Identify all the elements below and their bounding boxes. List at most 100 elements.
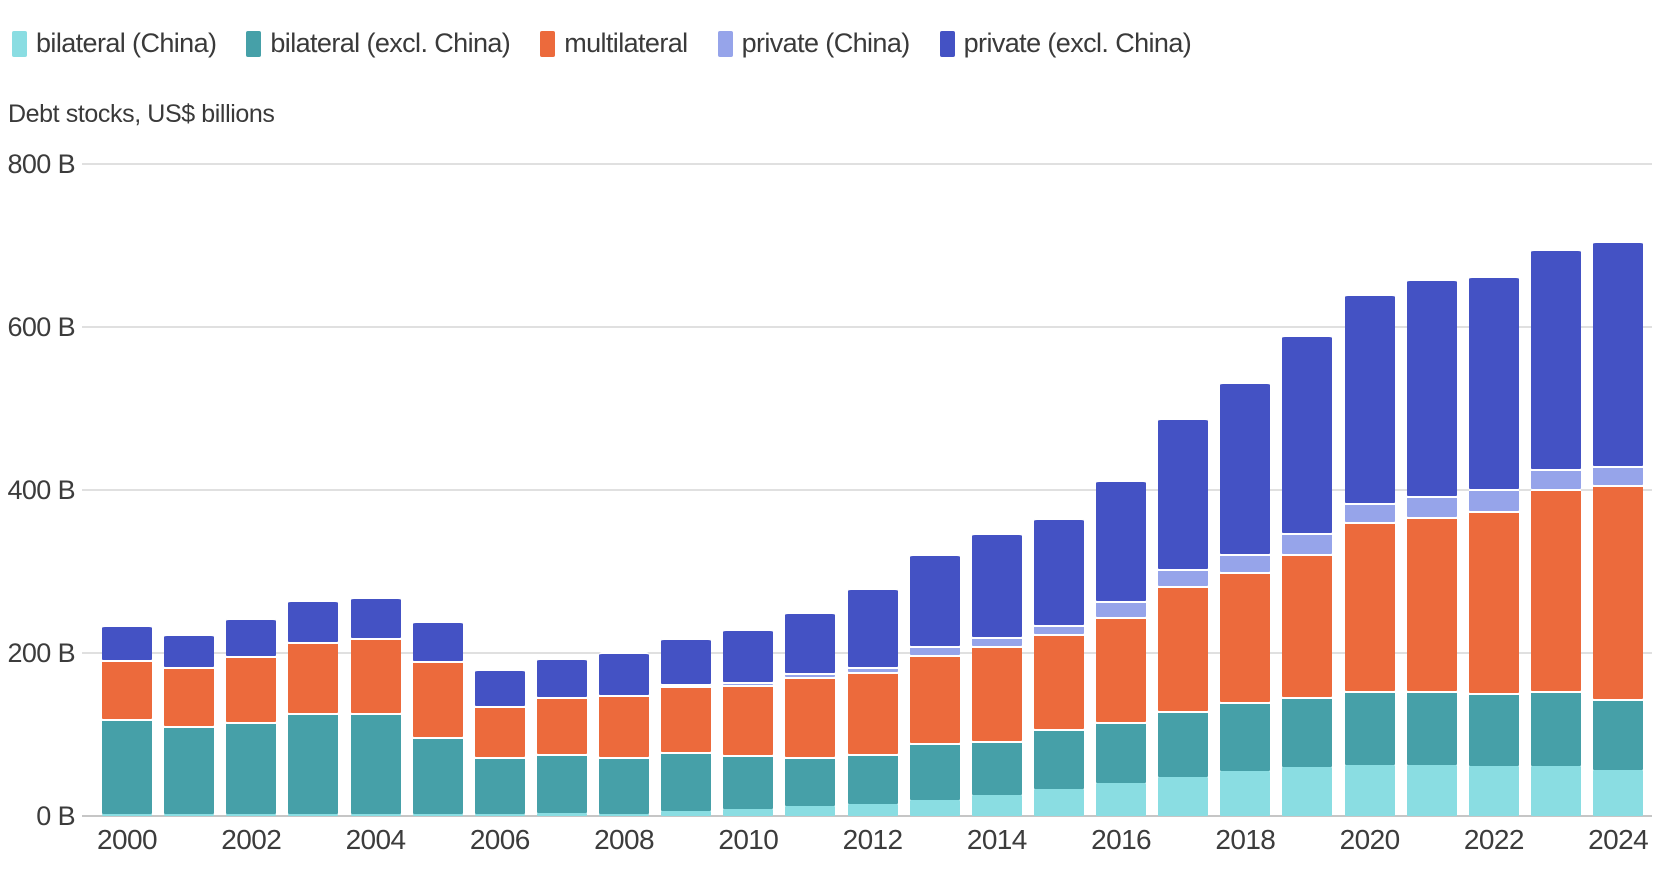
bar-2023[interactable] bbox=[1530, 248, 1581, 816]
bar-2014-segment-private-excl-china[interactable] bbox=[971, 533, 1022, 637]
bar-2011-segment-multilateral[interactable] bbox=[785, 677, 836, 757]
bar-2006[interactable] bbox=[474, 669, 525, 816]
bar-2016-segment-bilateral-excl-china[interactable] bbox=[1096, 722, 1147, 784]
bar-2021-segment-bilateral-excl-china[interactable] bbox=[1406, 690, 1457, 765]
bar-2017-segment-private-excl-china[interactable] bbox=[1158, 418, 1209, 570]
bar-2020-segment-bilateral-china[interactable] bbox=[1344, 765, 1395, 816]
bar-2014-segment-bilateral-excl-china[interactable] bbox=[971, 741, 1022, 795]
bar-2012-segment-private-excl-china[interactable] bbox=[847, 587, 898, 667]
bar-2003-segment-private-excl-china[interactable] bbox=[288, 600, 339, 643]
bar-2002-segment-bilateral-excl-china[interactable] bbox=[226, 722, 277, 815]
bar-2004-segment-private-excl-china[interactable] bbox=[350, 596, 401, 638]
bar-2016-segment-private-excl-china[interactable] bbox=[1096, 480, 1147, 601]
bar-2024-segment-bilateral-excl-china[interactable] bbox=[1593, 698, 1644, 770]
bar-2010[interactable] bbox=[723, 629, 774, 816]
bar-2011[interactable] bbox=[785, 612, 836, 816]
bar-2009-segment-multilateral[interactable] bbox=[661, 685, 712, 753]
bar-2022-segment-private-excl-china[interactable] bbox=[1468, 275, 1519, 490]
bar-2008-segment-multilateral[interactable] bbox=[599, 694, 650, 757]
bar-2014-segment-private-china[interactable] bbox=[971, 636, 1022, 646]
bar-2000-segment-bilateral-excl-china[interactable] bbox=[102, 719, 152, 815]
bar-2005[interactable] bbox=[412, 621, 463, 816]
bar-2013-segment-private-excl-china[interactable] bbox=[909, 554, 960, 646]
bar-2010-segment-private-china[interactable] bbox=[723, 681, 774, 685]
bar-2002-segment-multilateral[interactable] bbox=[226, 656, 277, 723]
bar-2018[interactable] bbox=[1220, 382, 1271, 816]
bar-2012-segment-multilateral[interactable] bbox=[847, 671, 898, 755]
bar-2024-segment-multilateral[interactable] bbox=[1593, 485, 1644, 699]
bar-2015-segment-private-china[interactable] bbox=[1033, 625, 1084, 635]
bar-2019-segment-multilateral[interactable] bbox=[1282, 553, 1333, 698]
bar-2019-segment-private-china[interactable] bbox=[1282, 533, 1333, 554]
bar-2012-segment-bilateral-excl-china[interactable] bbox=[847, 754, 898, 804]
bar-2006-segment-bilateral-china[interactable] bbox=[474, 813, 525, 816]
bar-2018-segment-bilateral-china[interactable] bbox=[1220, 771, 1271, 816]
bar-2005-segment-bilateral-china[interactable] bbox=[412, 813, 463, 816]
bar-2024-segment-private-china[interactable] bbox=[1593, 466, 1644, 486]
bar-2018-segment-private-china[interactable] bbox=[1220, 554, 1271, 573]
bar-2013-segment-bilateral-china[interactable] bbox=[909, 799, 960, 816]
bar-2012-segment-private-china[interactable] bbox=[847, 666, 898, 672]
bar-2020-segment-bilateral-excl-china[interactable] bbox=[1344, 690, 1395, 766]
bar-2011-segment-private-excl-china[interactable] bbox=[785, 612, 836, 674]
bar-2003-segment-multilateral[interactable] bbox=[288, 642, 339, 714]
bar-2020-segment-private-china[interactable] bbox=[1344, 503, 1395, 522]
bar-2002-segment-private-excl-china[interactable] bbox=[226, 617, 277, 657]
bar-2022-segment-bilateral-china[interactable] bbox=[1468, 766, 1519, 816]
bar-2004[interactable] bbox=[350, 596, 401, 816]
bar-2013-segment-bilateral-excl-china[interactable] bbox=[909, 743, 960, 800]
bar-2016[interactable] bbox=[1096, 480, 1147, 816]
bar-2021-segment-private-excl-china[interactable] bbox=[1406, 278, 1457, 496]
bar-2024-segment-bilateral-china[interactable] bbox=[1593, 769, 1644, 816]
bar-2015-segment-bilateral-china[interactable] bbox=[1033, 789, 1084, 816]
bar-2018-segment-private-excl-china[interactable] bbox=[1220, 382, 1271, 555]
bar-2000-segment-private-excl-china[interactable] bbox=[102, 625, 152, 661]
bar-2021[interactable] bbox=[1406, 278, 1457, 816]
bar-2001-segment-private-excl-china[interactable] bbox=[164, 634, 215, 667]
bar-2013-segment-private-china[interactable] bbox=[909, 645, 960, 655]
bar-2019-segment-private-excl-china[interactable] bbox=[1282, 335, 1333, 534]
bar-2002-segment-bilateral-china[interactable] bbox=[226, 814, 277, 816]
bar-2011-segment-bilateral-china[interactable] bbox=[785, 806, 836, 816]
bar-2019-segment-bilateral-china[interactable] bbox=[1282, 767, 1333, 816]
bar-2005-segment-private-excl-china[interactable] bbox=[412, 621, 463, 662]
bar-2010-segment-private-excl-china[interactable] bbox=[723, 629, 774, 682]
bar-2010-segment-bilateral-excl-china[interactable] bbox=[723, 754, 774, 809]
bar-2002[interactable] bbox=[226, 617, 277, 816]
bar-2009-segment-private-china[interactable] bbox=[661, 683, 712, 686]
bar-2004-segment-bilateral-excl-china[interactable] bbox=[350, 713, 401, 814]
bar-2013-segment-multilateral[interactable] bbox=[909, 654, 960, 744]
bar-2006-segment-bilateral-excl-china[interactable] bbox=[474, 757, 525, 814]
bar-2015-segment-bilateral-excl-china[interactable] bbox=[1033, 728, 1084, 790]
bar-2009[interactable] bbox=[661, 638, 712, 816]
bar-2021-segment-multilateral[interactable] bbox=[1406, 516, 1457, 691]
bar-2010-segment-bilateral-china[interactable] bbox=[723, 808, 774, 816]
bar-2020[interactable] bbox=[1344, 293, 1395, 816]
bar-2023-segment-bilateral-excl-china[interactable] bbox=[1530, 690, 1581, 767]
bar-2023-segment-private-china[interactable] bbox=[1530, 468, 1581, 490]
bar-2016-segment-multilateral[interactable] bbox=[1096, 617, 1147, 723]
bar-2001-segment-bilateral-excl-china[interactable] bbox=[164, 726, 215, 815]
bar-2013[interactable] bbox=[909, 554, 960, 816]
bar-2012[interactable] bbox=[847, 587, 898, 816]
bar-2000[interactable] bbox=[102, 625, 152, 816]
bar-2003-segment-bilateral-china[interactable] bbox=[288, 813, 339, 816]
bar-2020-segment-private-excl-china[interactable] bbox=[1344, 293, 1395, 504]
bar-2003-segment-bilateral-excl-china[interactable] bbox=[288, 713, 339, 814]
bar-2009-segment-private-excl-china[interactable] bbox=[661, 638, 712, 684]
bar-2001[interactable] bbox=[164, 634, 215, 816]
bar-2005-segment-bilateral-excl-china[interactable] bbox=[412, 736, 463, 814]
bar-2006-segment-multilateral[interactable] bbox=[474, 705, 525, 758]
bar-2016-segment-bilateral-china[interactable] bbox=[1096, 783, 1147, 816]
bar-2018-segment-bilateral-excl-china[interactable] bbox=[1220, 701, 1271, 772]
bar-2003[interactable] bbox=[288, 600, 339, 816]
bar-2009-segment-bilateral-china[interactable] bbox=[661, 811, 712, 816]
bar-2015-segment-private-excl-china[interactable] bbox=[1033, 517, 1084, 626]
bar-2024-segment-private-excl-china[interactable] bbox=[1593, 240, 1644, 467]
bar-2017-segment-private-china[interactable] bbox=[1158, 569, 1209, 587]
bar-2022-segment-private-china[interactable] bbox=[1468, 489, 1519, 512]
bar-2009-segment-bilateral-excl-china[interactable] bbox=[661, 752, 712, 812]
bar-2008-segment-private-excl-china[interactable] bbox=[599, 652, 650, 695]
bar-2022[interactable] bbox=[1468, 275, 1519, 816]
bar-2023-segment-multilateral[interactable] bbox=[1530, 489, 1581, 691]
